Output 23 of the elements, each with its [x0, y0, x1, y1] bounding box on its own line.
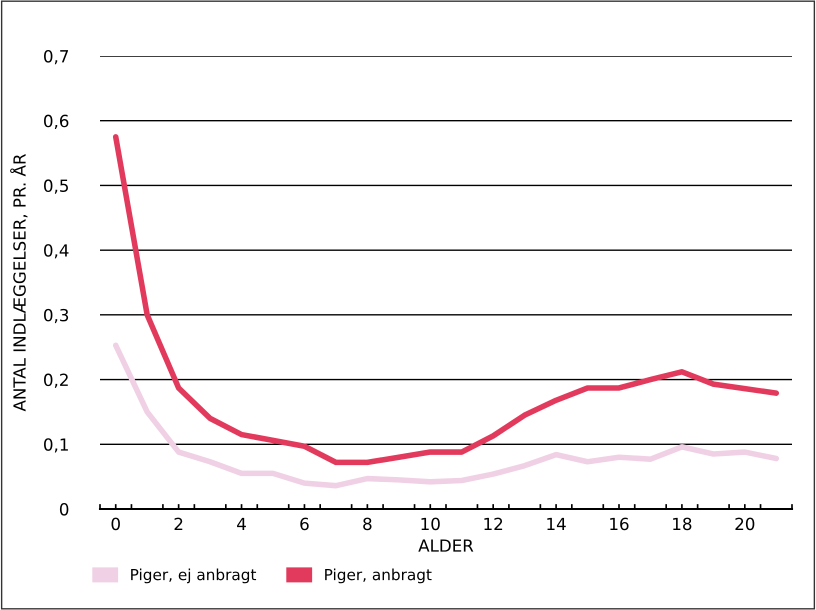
- x-tick-label: 2: [174, 518, 182, 530]
- y-tick-label: 0: [60, 502, 68, 516]
- x-tick-label: 6: [300, 518, 309, 530]
- y-tick-label: 0,2: [44, 374, 68, 388]
- x-tick-label: 0: [112, 518, 120, 530]
- y-tick-label: 0,3: [44, 308, 68, 324]
- x-tick-label: 18: [673, 518, 692, 530]
- x-tick-label: 12: [484, 518, 502, 530]
- x-tick-label: 4: [237, 518, 246, 530]
- y-tick-label: 0,7: [44, 50, 68, 64]
- x-tick-label: 14: [547, 518, 566, 530]
- x-tick-label: 10: [422, 518, 440, 530]
- y-tick-label: 0,5: [44, 179, 68, 194]
- x-axis-title: ALDER: [418, 540, 474, 552]
- y-tick-label: 0,6: [44, 114, 68, 129]
- y-tick-label: 0,1: [44, 438, 68, 453]
- y-axis-title: ANTAL INDLÆGGELSER, PR. ÅR: [10, 154, 28, 412]
- legend-label: Piger, ej anbragt: [131, 568, 256, 584]
- y-tick-label: 0,4: [44, 244, 69, 258]
- legend-label: Piger, anbragt: [325, 568, 432, 584]
- x-tick-label: 16: [610, 518, 629, 530]
- x-tick-label: 20: [735, 518, 754, 530]
- x-tick-label: 8: [363, 518, 372, 530]
